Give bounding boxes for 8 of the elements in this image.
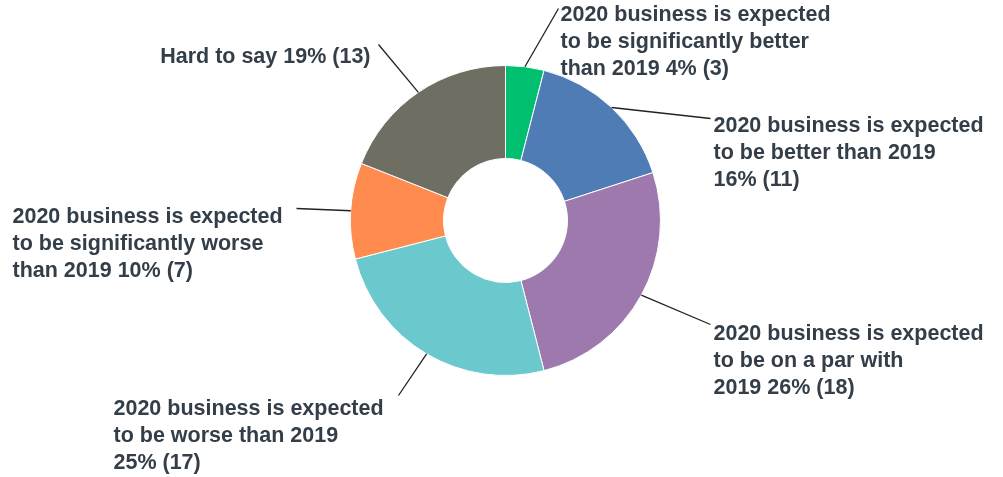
slice-label: 2020 business is expected to be on a par with 2019 26% (18) xyxy=(713,320,984,399)
slice-label: Hard to say 19% (13) xyxy=(160,43,371,68)
slice-label: 2020 business is expected to be significantly better than 2019 4% (3) xyxy=(560,1,831,80)
data-label: 25% (17) xyxy=(113,449,201,474)
slice-label: 2020 business is expected to be better than 2019 xyxy=(713,112,984,164)
slice-label: 2020 business is expected to be significantly worse than 2019 10% (7) xyxy=(12,203,283,282)
data-label: 16% (11) xyxy=(713,166,800,191)
slice-label: 2020 business is expected to be worse than 2019 xyxy=(113,395,384,447)
